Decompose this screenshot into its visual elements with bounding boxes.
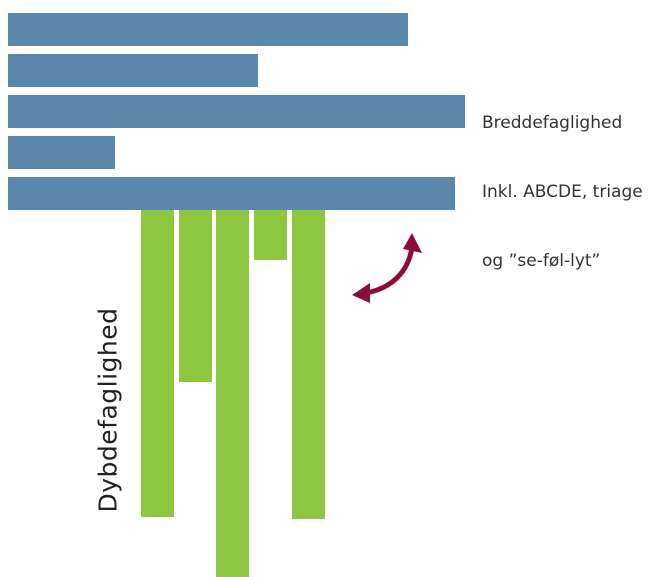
depth-bar-1 [141,210,174,517]
breadth-label: Breddefaglighed Inkl. ABCDE, triage og ”… [482,66,643,296]
breadth-label-line-2: Inkl. ABCDE, triage [482,182,643,202]
breadth-label-line-1: Breddefaglighed [482,113,623,133]
arrow-curve [363,244,415,296]
breadth-bar-4 [8,136,115,169]
breadth-label-line-3: og ”se-føl-lyt” [482,251,601,271]
depth-bar-3 [216,210,249,577]
depth-bar-2 [179,210,212,382]
breadth-bar-3 [8,95,465,128]
breadth-bar-2 [8,54,258,87]
depth-bar-5 [292,210,325,519]
breadth-bar-5 [8,177,455,210]
depth-bar-4 [254,210,287,260]
breadth-bar-1 [8,13,408,46]
double-headed-curved-arrow-icon [352,233,422,303]
depth-label: Dybdefaglighed [93,307,123,513]
arrow-head-bottom [352,283,370,303]
arrow-head-top [403,233,422,253]
